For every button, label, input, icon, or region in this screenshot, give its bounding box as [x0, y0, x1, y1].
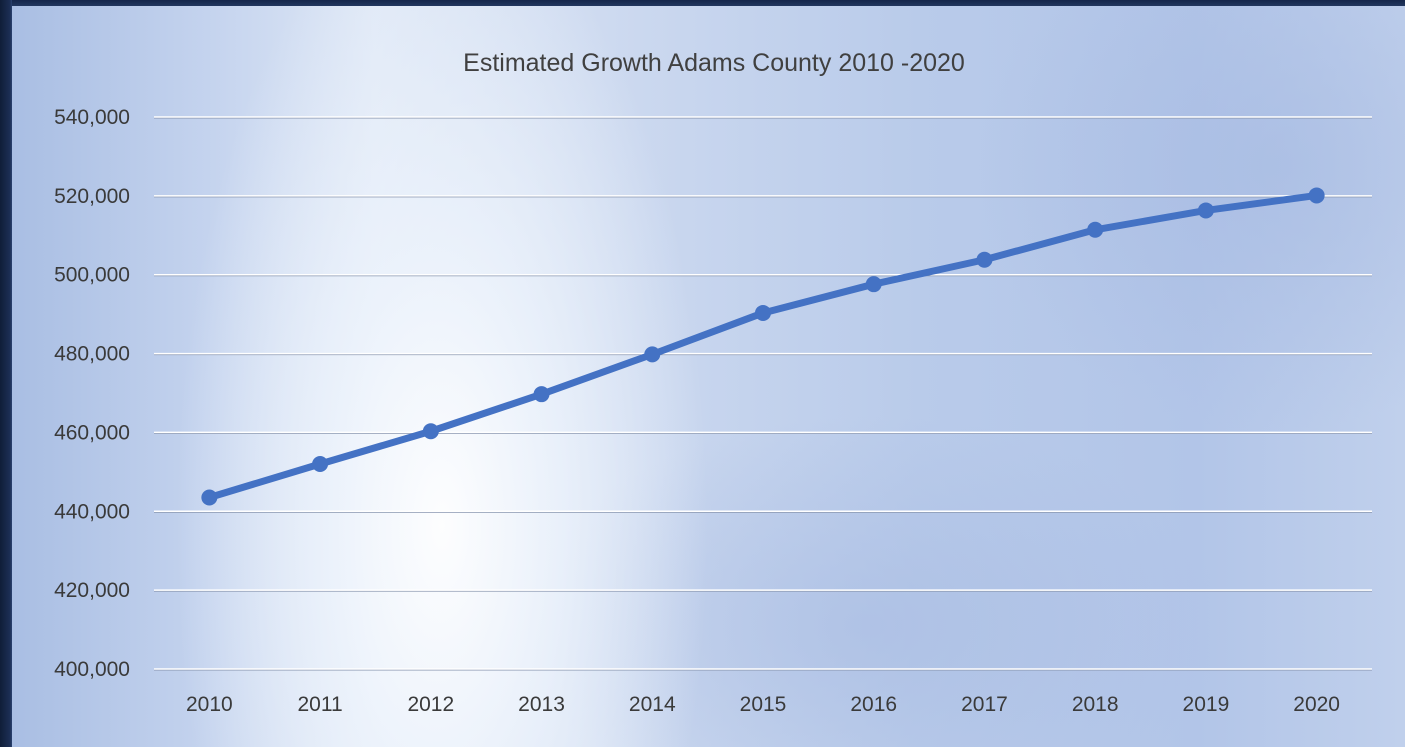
data-point [976, 251, 993, 268]
y-tick-label: 440,000 [54, 500, 130, 523]
y-tick-label: 540,000 [54, 106, 130, 129]
data-point [755, 304, 771, 321]
x-tick-label: 2020 [1293, 693, 1340, 716]
data-point [533, 386, 550, 403]
line-chart: Estimated Growth Adams County 2010 -2020… [54, 49, 1372, 716]
x-tick-label: 2019 [1183, 693, 1230, 716]
series-layer [201, 187, 1325, 506]
y-tick-label: 520,000 [54, 185, 130, 208]
y-axis-tick-labels: 400,000 420,000 440,000 460,000 480,000 500,0… [54, 106, 130, 681]
x-tick-label: 2010 [186, 693, 233, 716]
data-point [865, 276, 882, 293]
chart-area: Estimated Growth Adams County 2010 -2020… [12, 6, 1405, 747]
data-point [422, 423, 439, 440]
data-point [312, 455, 329, 472]
data-point [1087, 221, 1104, 238]
chart-title: Estimated Growth Adams County 2010 -2020 [463, 49, 965, 77]
data-point [1197, 202, 1214, 219]
x-tick-label: 2013 [518, 693, 565, 716]
x-axis-tick-labels: 2010 2011 2012 2013 2014 2015 2016 2017 2018 2019… [186, 693, 1340, 716]
y-tick-label: 500,000 [54, 264, 130, 287]
y-tick-label: 420,000 [54, 579, 130, 602]
data-point [644, 346, 661, 363]
y-tick-label: 400,000 [54, 658, 130, 681]
x-tick-label: 2018 [1072, 693, 1119, 716]
y-tick-label: 480,000 [54, 343, 130, 366]
x-tick-label: 2011 [298, 693, 343, 716]
y-tick-label: 460,000 [54, 421, 130, 444]
x-tick-label: 2012 [407, 693, 454, 716]
x-tick-label: 2017 [961, 693, 1008, 716]
x-tick-label: 2016 [850, 693, 897, 716]
data-point [1308, 187, 1325, 204]
gridlines [154, 116, 1372, 671]
x-tick-label: 2014 [629, 693, 676, 716]
x-tick-label: 2015 [740, 693, 787, 716]
series-line [205, 191, 1321, 501]
data-point [201, 489, 218, 506]
